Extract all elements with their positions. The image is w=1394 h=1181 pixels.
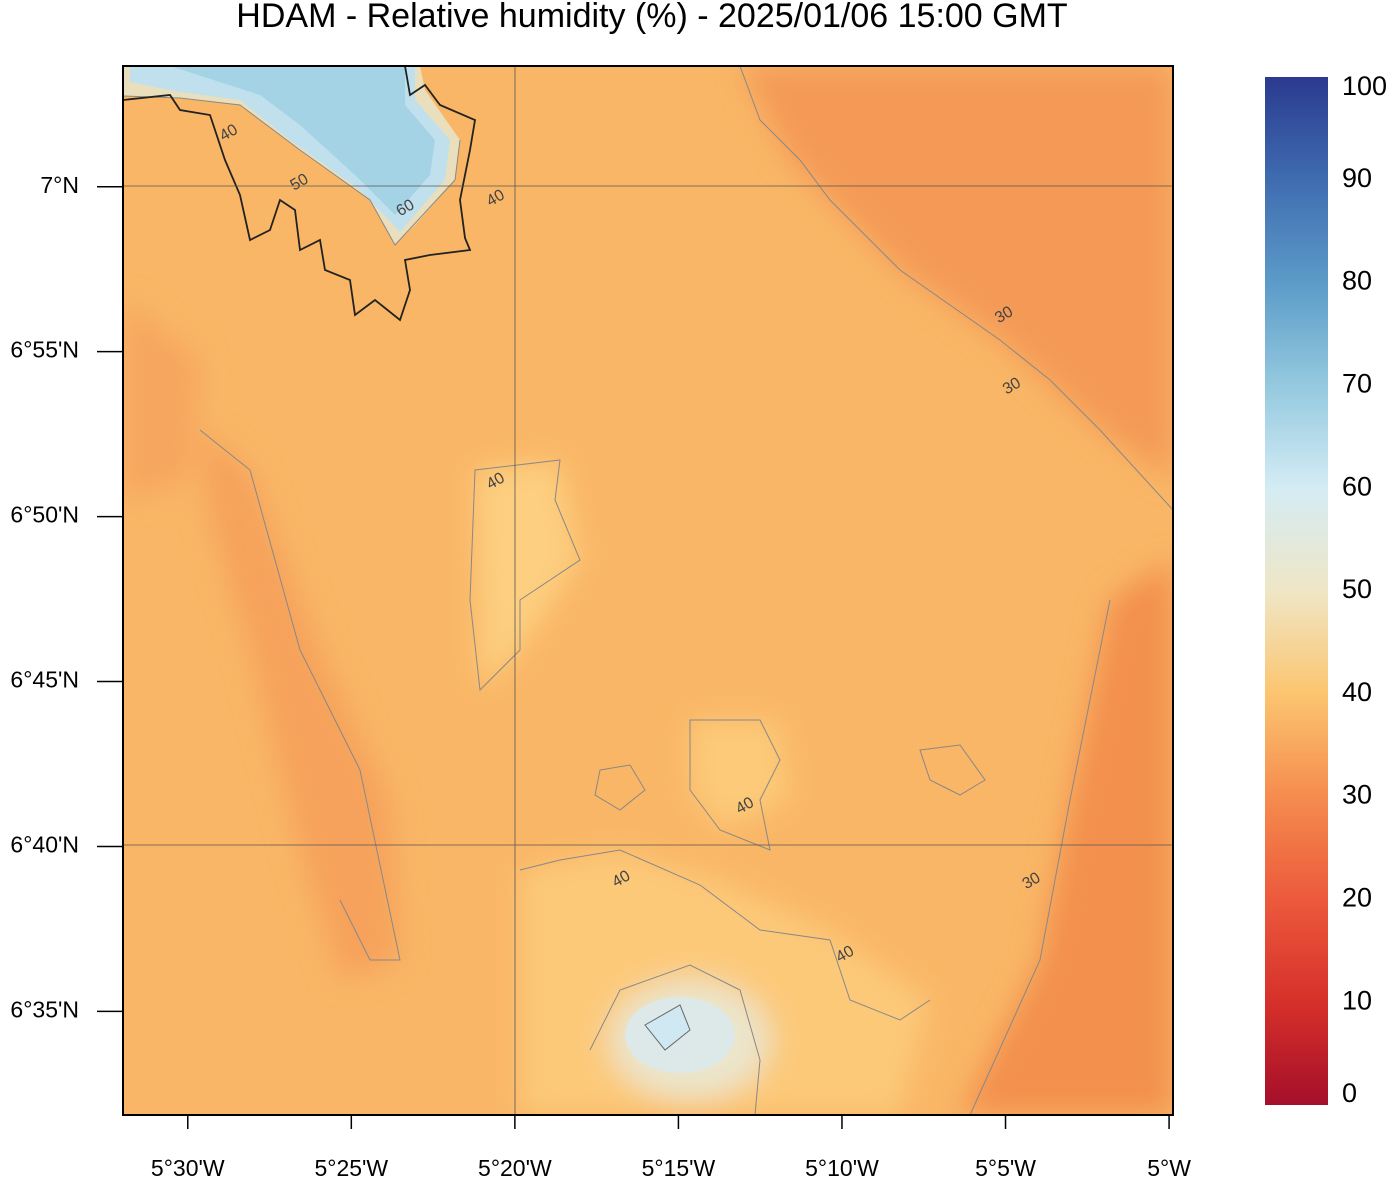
plot-frame — [122, 65, 1174, 1116]
colorbar-tick-label: 10 — [1342, 985, 1372, 1015]
colorbar-tick-label: 50 — [1342, 574, 1372, 604]
contour-label: 60 — [394, 196, 418, 220]
colorbar-tick-label: 0 — [1342, 1078, 1357, 1108]
colorbar-tick-label: 90 — [1342, 163, 1372, 193]
humidity-field — [123, 66, 1173, 1115]
y-tick-label: 6°50'N — [10, 502, 79, 528]
y-tick-label: 6°55'N — [10, 337, 79, 363]
x-tick-label: 5°20'W — [478, 1155, 552, 1181]
contour-label: 30 — [992, 303, 1016, 327]
x-tick-label: 5°5'W — [975, 1155, 1036, 1181]
x-tick-label: 5°30'W — [151, 1155, 225, 1181]
contour-label: 40 — [484, 470, 508, 494]
contour-label: 40 — [609, 867, 633, 891]
x-tick-label: 5°15'W — [642, 1155, 716, 1181]
colorbar-tick-label: 60 — [1342, 471, 1372, 501]
colorbar-tick-label: 40 — [1342, 677, 1372, 707]
y-tick-label: 7°N — [40, 172, 79, 198]
colorbar — [1265, 77, 1328, 1105]
x-tick-label: 5°10'W — [805, 1155, 879, 1181]
chart-title: HDAM - Relative humidity (%) - 2025/01/0… — [236, 0, 1067, 35]
colorbar-tick-label: 80 — [1342, 266, 1372, 296]
colorbar-tick-label: 30 — [1342, 780, 1372, 810]
contour-label: 40 — [484, 187, 508, 211]
contour-label: 40 — [217, 121, 241, 145]
contour-label: 30 — [1000, 375, 1024, 399]
contour-label: 40 — [733, 794, 757, 818]
colorbar-tick-label: 70 — [1342, 369, 1372, 399]
colorbar-tick-label: 100 — [1342, 71, 1387, 101]
contour-label: 50 — [288, 171, 312, 195]
contour-label: 40 — [833, 943, 857, 967]
contour-label: 30 — [1020, 869, 1044, 893]
y-tick-label: 6°45'N — [10, 667, 79, 693]
y-tick-label: 6°40'N — [10, 832, 79, 858]
colorbar-tick-label: 20 — [1342, 883, 1372, 913]
x-tick-label: 5°W — [1147, 1155, 1191, 1181]
y-tick-label: 6°35'N — [10, 996, 79, 1022]
x-tick-label: 5°25'W — [314, 1155, 388, 1181]
